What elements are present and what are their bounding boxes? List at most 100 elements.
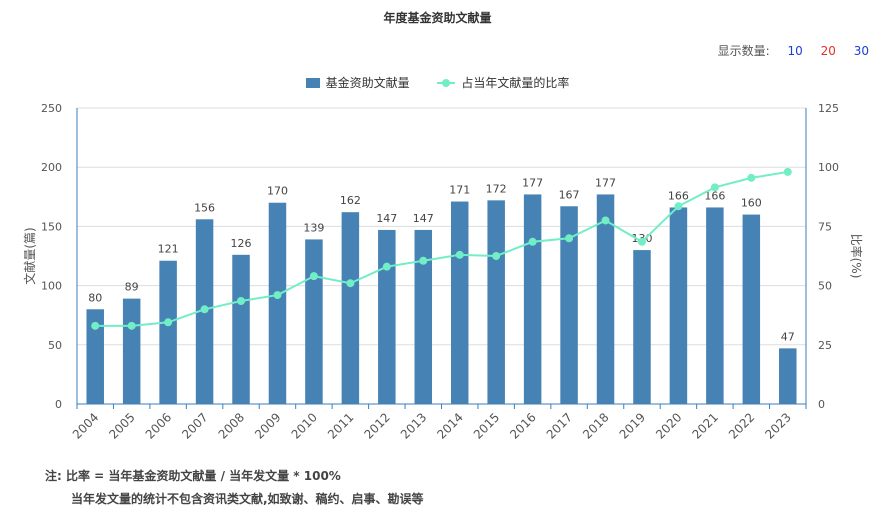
y-tick-label-left: 100 <box>41 280 62 293</box>
ratio-point <box>164 318 173 327</box>
bar-value-label: 172 <box>486 182 507 195</box>
ratio-point <box>674 202 683 211</box>
note-exclusion: 当年发文量的统计不包含资讯类文献,如致谢、稿约、启事、勘误等 <box>71 492 424 506</box>
display-count-option-20[interactable]: 20 <box>820 44 836 58</box>
x-tick-label: 2022 <box>726 410 757 441</box>
y-tick-label-right: 50 <box>818 280 832 293</box>
bar <box>414 229 433 404</box>
bar <box>305 239 323 404</box>
ratio-point <box>637 237 646 246</box>
ratio-point <box>601 216 610 225</box>
legend-item-line-series[interactable]: 占当年文献量的比率 <box>437 74 569 91</box>
bar-value-label: 156 <box>194 201 215 214</box>
bar <box>560 206 578 404</box>
ratio-point <box>528 237 537 246</box>
y-tick-label-left: 0 <box>55 398 62 411</box>
bar-value-label: 162 <box>340 194 361 207</box>
x-tick-label: 2008 <box>216 410 247 441</box>
bar-value-label: 171 <box>449 184 470 197</box>
x-tick-label: 2005 <box>106 410 137 441</box>
bar-value-label: 47 <box>781 330 795 343</box>
ratio-point <box>419 256 428 265</box>
y-tick-label-left: 250 <box>41 102 62 115</box>
x-tick-label: 2004 <box>70 410 101 441</box>
bar-value-label: 166 <box>704 189 725 202</box>
legend-bar-label: 基金资助文献量 <box>325 76 410 90</box>
bar <box>742 214 761 404</box>
x-tick-label: 2013 <box>398 410 429 441</box>
ratio-point <box>309 272 318 281</box>
ratio-point <box>200 305 209 314</box>
chart-legend: 基金资助文献量 占当年文献量的比率 <box>0 74 875 91</box>
ratio-point <box>127 321 136 330</box>
legend-bar-swatch <box>305 77 320 88</box>
bar-value-label: 177 <box>522 176 543 189</box>
y-axis-title-left: 文献量(篇) <box>22 227 37 284</box>
bar <box>341 212 360 404</box>
bar <box>633 250 651 404</box>
bar-value-label: 126 <box>231 237 252 250</box>
bar <box>159 260 177 404</box>
display-count-selector: 显示数量: 10 20 30 <box>718 42 869 59</box>
legend-line-swatch <box>437 78 456 88</box>
y-tick-label-left: 200 <box>41 161 62 174</box>
display-count-option-30[interactable]: 30 <box>853 44 869 58</box>
y-tick-label-right: 75 <box>818 220 832 233</box>
x-tick-label: 2023 <box>762 410 793 441</box>
y-axis-title-right: 比率(%) <box>849 234 864 279</box>
x-tick-label: 2009 <box>252 410 283 441</box>
bar <box>523 194 542 404</box>
bar <box>86 309 104 404</box>
y-tick-label-left: 50 <box>48 339 62 352</box>
ratio-point <box>783 167 792 176</box>
bar <box>596 194 615 404</box>
y-tick-label-left: 150 <box>41 220 62 233</box>
y-tick-label-right: 25 <box>818 339 832 352</box>
bar-value-label: 167 <box>559 188 580 201</box>
bar <box>378 229 396 404</box>
ratio-point <box>237 296 246 305</box>
bar <box>232 254 250 404</box>
bar-value-label: 147 <box>413 212 434 225</box>
legend-line-label: 占当年文献量的比率 <box>461 76 570 90</box>
bar <box>487 200 505 404</box>
bar-value-label: 80 <box>88 291 102 304</box>
bar-value-label: 160 <box>741 197 762 210</box>
ratio-point <box>455 250 464 259</box>
ratio-point <box>747 173 756 182</box>
chart-notes: 注: 比率 = 当年基金资助文献量 / 当年发文量 * 100% 当年发文量的统… <box>45 465 424 511</box>
ratio-line <box>95 170 788 327</box>
ratio-point <box>346 279 355 288</box>
legend-item-bar-series[interactable]: 基金资助文献量 <box>305 74 410 91</box>
x-tick-label: 2018 <box>580 410 611 441</box>
y-tick-label-right: 100 <box>818 161 839 174</box>
y-tick-label-right: 125 <box>818 102 839 115</box>
x-tick-label: 2011 <box>325 410 356 441</box>
x-tick-label: 2015 <box>471 410 502 441</box>
bar <box>122 298 141 404</box>
display-count-label: 显示数量: <box>717 44 770 58</box>
x-tick-label: 2007 <box>179 410 210 441</box>
ratio-point <box>565 234 574 243</box>
note-ratio-formula: 注: 比率 = 当年基金资助文献量 / 当年发文量 * 100% <box>45 469 341 483</box>
x-tick-label: 2019 <box>617 410 648 441</box>
x-tick-label: 2020 <box>653 410 684 441</box>
ratio-point <box>382 262 391 271</box>
x-tick-label: 2012 <box>361 410 392 441</box>
y-tick-label-right: 0 <box>818 398 825 411</box>
bar-value-label: 177 <box>595 176 616 189</box>
x-tick-label: 2016 <box>507 410 538 441</box>
bar-value-label: 166 <box>668 189 689 202</box>
x-tick-label: 2006 <box>143 410 174 441</box>
chart-title: 年度基金资助文献量 <box>383 11 492 25</box>
x-tick-label: 2010 <box>289 410 320 441</box>
display-count-option-10[interactable]: 10 <box>787 44 803 58</box>
bar-value-label: 121 <box>158 243 179 256</box>
ratio-point <box>710 183 719 192</box>
bar-value-label: 147 <box>376 212 397 225</box>
bar <box>706 207 724 404</box>
ratio-point <box>492 252 501 260</box>
x-tick-label: 2017 <box>544 410 575 441</box>
bar-value-label: 139 <box>303 221 324 234</box>
